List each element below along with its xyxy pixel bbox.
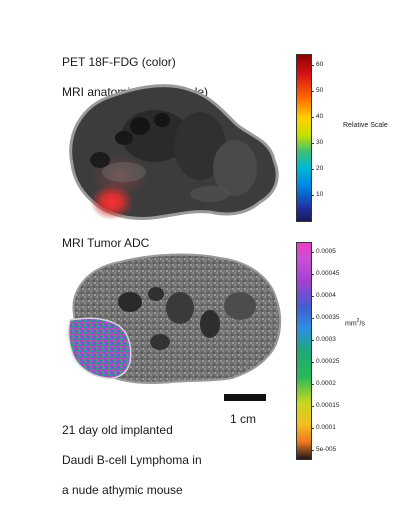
pet-caption-line1: PET 18F-FDG (color): [62, 55, 176, 69]
adc-colorbar-tick-label: 0.00025: [316, 358, 340, 366]
description-line2: Daudi B-cell Lymphoma in: [62, 453, 202, 467]
units-exponent: 2: [356, 318, 360, 324]
pet-colorbar-tick-mark: [311, 65, 314, 67]
adc-colorbar-tick-label: 0.0003: [316, 335, 336, 343]
adc-colorbar-tick-label: 0.00015: [316, 402, 340, 410]
adc-colorbar: [296, 242, 312, 460]
adc-colorbar-tick-label: 5e-005: [316, 446, 337, 454]
pet-colorbar-tick-label: 60: [316, 61, 324, 69]
adc-mri-image: [67, 253, 282, 385]
units-suffix: /s: [359, 320, 365, 328]
pet-colorbar-tick-label: 10: [316, 191, 324, 199]
pet-colorbar-tick-label: 30: [316, 139, 324, 147]
adc-colorbar-tick-mark: [311, 273, 314, 275]
adc-colorbar-tick-mark: [311, 295, 314, 297]
adc-colorbar-tick-label: 0.0001: [316, 424, 336, 432]
adc-colorbar-tick-label: 0.0004: [316, 291, 336, 299]
adc-colorbar-tick-mark: [311, 251, 314, 253]
scale-bar-label: 1 cm: [230, 412, 257, 426]
adc-colorbar-tick-mark: [311, 450, 314, 452]
pet-colorbar-tick-label: 40: [316, 113, 324, 121]
pet-colorbar-tick-mark: [311, 91, 314, 93]
description-line3: a nude athymic mouse: [62, 483, 183, 497]
adc-colorbar-tick-mark: [311, 362, 314, 364]
pet-colorbar: [296, 54, 312, 222]
adc-colorbar-tick-label: 0.00045: [316, 269, 340, 277]
pet-colorbar-tick-label: 50: [316, 87, 324, 95]
adc-colorbar-tick-mark: [311, 384, 314, 386]
pet-colorbar-tick-mark: [311, 169, 314, 171]
adc-colorbar-tick-label: 0.0005: [316, 247, 336, 255]
adc-colorbar-tick-label: 0.00035: [316, 313, 340, 321]
adc-tumor-overlay: [67, 317, 132, 380]
adc-colorbar-ticks: 0.0005 0.00045 0.0004 0.00035 0.0003 0.00025 0…: [311, 243, 351, 459]
description-line1: 21 day old implanted: [62, 423, 173, 437]
pet-colorbar-ticks: 60 50 40 30 20 10: [311, 55, 341, 221]
adc-colorbar-tick-mark: [311, 317, 314, 319]
pet-colorbar-tick-label: 20: [316, 165, 324, 173]
sample-description: 21 day old implanted Daudi B-cell Lympho…: [62, 408, 202, 513]
adc-colorbar-tick-mark: [311, 406, 314, 408]
units-base: mm: [345, 320, 357, 328]
adc-colorbar-tick-mark: [311, 339, 314, 341]
scale-bar: [224, 394, 266, 401]
pet-colorbar-tick-mark: [311, 195, 314, 197]
pet-mri-fused-image: [69, 84, 279, 220]
adc-colorbar-tick-mark: [311, 428, 314, 430]
adc-caption: MRI Tumor ADC: [62, 236, 150, 250]
pet-colorbar-title: Relative Scale: [343, 122, 388, 129]
pet-colorbar-tick-mark: [311, 117, 314, 119]
adc-colorbar-units: mm2/s: [345, 318, 365, 327]
adc-colorbar-tick-label: 0.0002: [316, 380, 336, 388]
pet-colorbar-tick-mark: [311, 143, 314, 145]
